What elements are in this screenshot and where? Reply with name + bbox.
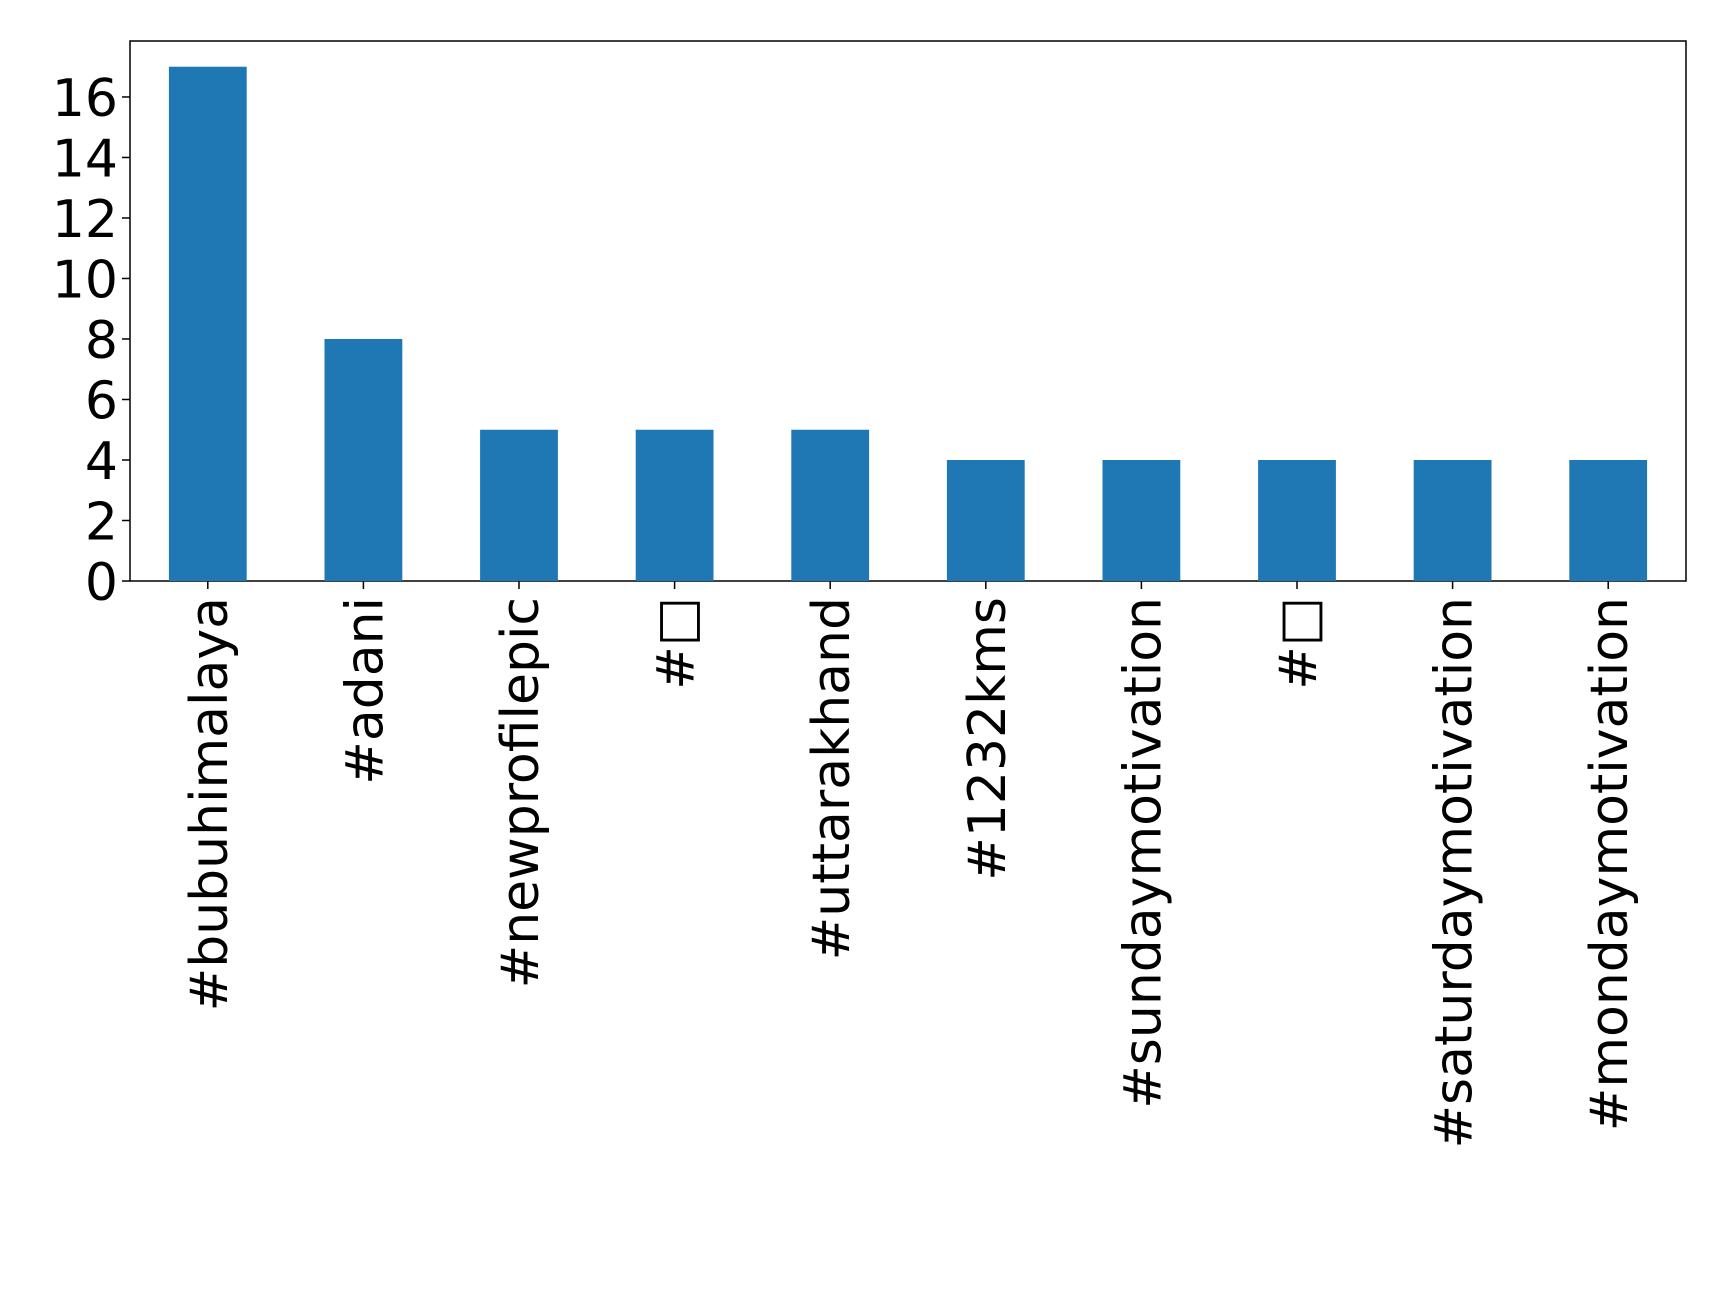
x-tick-label: #sundaymotivation	[1113, 597, 1173, 1109]
bar	[480, 429, 558, 581]
y-tick-label: 6	[85, 371, 118, 431]
y-tick-label: 14	[52, 129, 118, 189]
bar	[1258, 459, 1336, 581]
plot-frame	[129, 40, 1687, 582]
y-tick-label: 8	[85, 311, 118, 371]
bar	[168, 66, 247, 581]
x-tick-label: #mondaymotivation	[1580, 597, 1640, 1131]
bar	[791, 429, 870, 581]
bar	[324, 338, 403, 581]
y-tick-label: 2	[85, 492, 118, 552]
bar	[1569, 459, 1648, 581]
x-tick-label: #adani	[335, 597, 395, 785]
x-tick-label: #saturdaymotivation	[1425, 597, 1485, 1149]
bar	[1102, 459, 1181, 581]
x-tick-label: #□	[647, 597, 707, 690]
y-tick-label: 10	[52, 250, 118, 310]
y-tick-label: 16	[52, 69, 118, 129]
y-tick-label: 12	[52, 190, 118, 250]
x-tick-label: #□	[1269, 597, 1329, 690]
x-tick-label: #bubuhimalaya	[180, 597, 240, 1011]
bar	[1413, 459, 1492, 581]
bar	[946, 459, 1025, 581]
bar	[635, 429, 714, 581]
x-tick-label: #uttarakhand	[802, 597, 862, 960]
x-tick-label: #1232kms	[958, 597, 1018, 881]
y-tick-label: 4	[85, 432, 118, 492]
x-tick-label: #newprofilepic	[491, 597, 551, 988]
y-tick-label: 0	[85, 553, 118, 613]
